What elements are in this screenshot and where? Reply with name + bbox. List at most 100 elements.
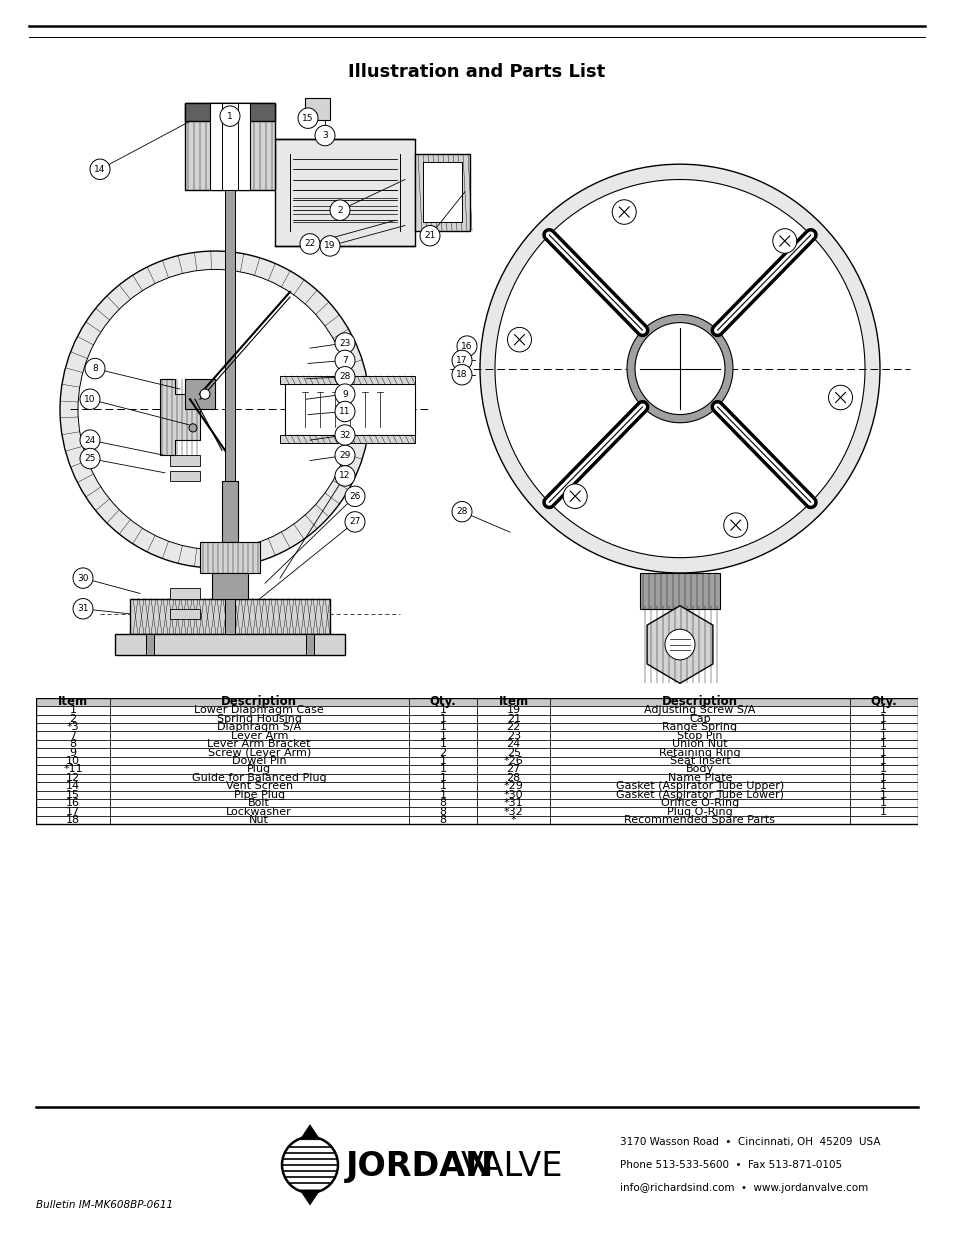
Text: 1: 1 (880, 782, 886, 792)
Polygon shape (160, 379, 200, 456)
Circle shape (664, 629, 695, 659)
Bar (36, 773, 110, 782)
Bar (550, 790, 848, 799)
Text: 9: 9 (342, 389, 348, 399)
Text: 25: 25 (84, 454, 95, 463)
Circle shape (189, 424, 196, 432)
Polygon shape (299, 1125, 319, 1140)
Bar (848, 757, 917, 766)
Text: 22: 22 (506, 722, 520, 732)
Text: 31: 31 (77, 604, 89, 614)
Text: Qty.: Qty. (429, 695, 456, 709)
Bar (280, 375, 415, 384)
Text: 14: 14 (66, 782, 80, 792)
Text: 1: 1 (880, 764, 886, 774)
Bar (550, 773, 848, 782)
Text: 3: 3 (322, 131, 328, 140)
Text: 7: 7 (342, 356, 348, 364)
Circle shape (452, 364, 472, 385)
Text: 32: 32 (339, 431, 351, 440)
Bar (110, 782, 408, 790)
Bar (476, 799, 550, 808)
Circle shape (73, 599, 92, 619)
Bar (476, 790, 550, 799)
Bar (36, 706, 110, 715)
Bar (476, 715, 550, 722)
Bar (476, 731, 550, 740)
Bar (550, 698, 848, 706)
Bar (550, 757, 848, 766)
Text: 15: 15 (66, 789, 80, 800)
Circle shape (562, 484, 587, 509)
Text: *: * (511, 815, 516, 825)
Text: Retaining Ring: Retaining Ring (659, 747, 740, 757)
Bar (36, 731, 110, 740)
Circle shape (635, 322, 724, 415)
Bar (200, 542, 260, 573)
Bar (170, 609, 200, 619)
Text: Bulletin IM-MK608BP-0611: Bulletin IM-MK608BP-0611 (36, 1200, 172, 1210)
Text: 1: 1 (880, 773, 886, 783)
Circle shape (60, 251, 370, 568)
Text: 17: 17 (66, 806, 80, 816)
Circle shape (299, 233, 319, 254)
Bar (110, 740, 408, 748)
Text: Lockwasher: Lockwasher (226, 806, 292, 816)
Text: 8: 8 (439, 815, 446, 825)
Text: Gasket (Aspirator Tube Lower): Gasket (Aspirator Tube Lower) (616, 789, 783, 800)
Bar (36, 816, 110, 824)
Bar (110, 816, 408, 824)
Text: Lower Diaphragm Case: Lower Diaphragm Case (194, 705, 324, 715)
Bar (848, 748, 917, 757)
Text: 10: 10 (84, 395, 95, 404)
Text: 17: 17 (456, 356, 467, 364)
Bar (476, 757, 550, 766)
Text: Vent Screen: Vent Screen (226, 782, 293, 792)
Bar (36, 799, 110, 808)
Text: VALVE: VALVE (460, 1150, 563, 1183)
Bar (408, 757, 476, 766)
Text: Plug O-Ring: Plug O-Ring (666, 806, 732, 816)
Bar (110, 706, 408, 715)
Circle shape (80, 430, 100, 451)
Bar (170, 456, 200, 466)
Circle shape (452, 501, 472, 522)
Circle shape (78, 269, 352, 550)
Bar (408, 782, 476, 790)
Text: info@richardsind.com  •  www.jordanvalve.com: info@richardsind.com • www.jordanvalve.c… (619, 1183, 867, 1193)
Text: *11: *11 (63, 764, 83, 774)
Bar (848, 722, 917, 731)
Text: 27: 27 (506, 764, 520, 774)
Bar (280, 435, 415, 443)
Bar (550, 799, 848, 808)
Text: Seat Insert: Seat Insert (669, 756, 730, 766)
Circle shape (90, 159, 110, 179)
Circle shape (723, 513, 747, 537)
Bar (225, 190, 234, 635)
Text: 23: 23 (339, 338, 351, 347)
Circle shape (827, 385, 852, 410)
Bar (285, 384, 415, 435)
Bar (36, 790, 110, 799)
Bar (415, 154, 470, 231)
Bar (110, 766, 408, 773)
Bar (550, 766, 848, 773)
Bar (36, 722, 110, 731)
Bar (408, 715, 476, 722)
Bar (550, 722, 848, 731)
Text: 22: 22 (304, 240, 315, 248)
Text: 1: 1 (70, 705, 76, 715)
Text: 1: 1 (439, 722, 446, 732)
Bar (408, 706, 476, 715)
Circle shape (314, 125, 335, 146)
Bar (550, 816, 848, 824)
Text: *30: *30 (503, 789, 523, 800)
Text: 8: 8 (439, 798, 446, 808)
Text: 1: 1 (880, 806, 886, 816)
Text: *32: *32 (503, 806, 523, 816)
Text: 18: 18 (456, 370, 467, 379)
Circle shape (335, 446, 355, 466)
Bar (36, 757, 110, 766)
Bar (110, 808, 408, 816)
Bar (36, 740, 110, 748)
